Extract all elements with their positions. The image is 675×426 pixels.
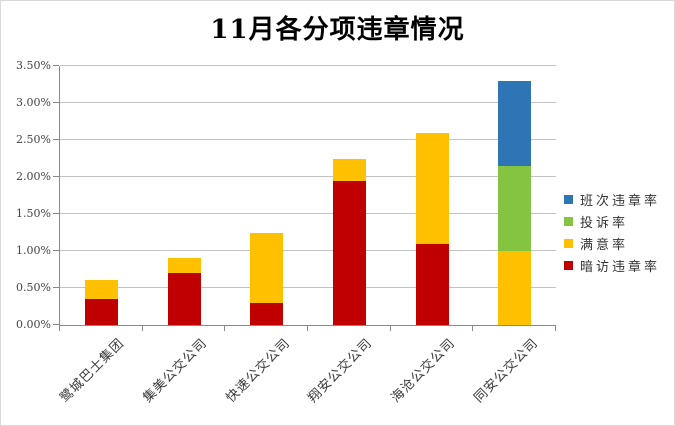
- bar-segment-满意率: [333, 159, 366, 181]
- x-axis-tick-mark: [142, 326, 143, 331]
- y-axis-tick-mark: [53, 250, 59, 251]
- legend-item: 投诉率: [564, 215, 660, 231]
- legend-item: 班次违章率: [564, 193, 661, 209]
- y-axis-tick-label: 2.50%: [16, 133, 51, 146]
- gridline: [60, 102, 556, 103]
- x-axis-tick-mark: [555, 326, 556, 331]
- y-axis-tick-label: 3.50%: [16, 59, 51, 72]
- x-axis-tick-mark: [472, 326, 473, 331]
- y-axis-tick-label: 2.00%: [16, 170, 51, 183]
- bar-segment-满意率: [416, 133, 449, 244]
- y-axis-tick-mark: [53, 287, 59, 288]
- x-axis-category-label: 鹭城巴士集团: [57, 335, 128, 406]
- legend-swatch-icon: [564, 261, 573, 270]
- y-axis-tick-mark: [53, 176, 59, 177]
- bar-segment-满意率: [250, 233, 283, 303]
- bar-segment-投诉率: [498, 166, 531, 251]
- y-axis-tick-mark: [53, 102, 59, 103]
- legend-swatch-icon: [564, 239, 573, 248]
- bar-segment-班次违章率: [498, 81, 531, 166]
- y-axis-tick-mark: [53, 139, 59, 140]
- chart-title: 11月各分项违章情况: [210, 15, 465, 45]
- legend-label: 投诉率: [580, 216, 629, 231]
- y-axis-tick-mark: [53, 65, 59, 66]
- bar-segment-满意率: [498, 251, 531, 325]
- gridline: [60, 139, 556, 140]
- y-axis-tick-mark: [53, 213, 59, 214]
- gridline: [60, 65, 556, 66]
- plot-area: [59, 65, 556, 326]
- gridline: [60, 213, 556, 214]
- bar-segment-满意率: [85, 280, 118, 299]
- y-axis-tick-label: 0.50%: [16, 281, 51, 294]
- bar-segment-满意率: [168, 258, 201, 273]
- gridline: [60, 250, 556, 251]
- gridline: [60, 176, 556, 177]
- x-axis-tick-mark: [224, 326, 225, 331]
- bar-segment-暗访违章率: [416, 244, 449, 325]
- legend-item: 满意率: [564, 237, 660, 253]
- y-axis-tick-label: 0.00%: [16, 318, 51, 331]
- x-axis-tick-mark: [59, 326, 60, 331]
- bar-segment-暗访违章率: [85, 299, 118, 325]
- y-axis-tick-label: 1.50%: [16, 207, 51, 220]
- bar-segment-暗访违章率: [333, 181, 366, 325]
- legend-label: 班次违章率: [580, 194, 661, 209]
- y-axis-tick-label: 3.00%: [16, 96, 51, 109]
- y-axis-tick-mark: [53, 324, 59, 325]
- gridline: [60, 287, 556, 288]
- x-axis-tick-mark: [390, 326, 391, 331]
- bar-segment-暗访违章率: [250, 303, 283, 325]
- legend-swatch-icon: [564, 217, 573, 226]
- legend-label: 暗访违章率: [580, 260, 661, 275]
- legend-swatch-icon: [564, 195, 573, 204]
- legend: 班次违章率投诉率满意率暗访违章率: [564, 193, 660, 281]
- bar-segment-暗访违章率: [168, 273, 201, 325]
- legend-label: 满意率: [580, 238, 629, 253]
- x-axis-tick-mark: [307, 326, 308, 331]
- legend-item: 暗访违章率: [564, 259, 661, 275]
- y-axis-tick-label: 1.00%: [16, 244, 51, 257]
